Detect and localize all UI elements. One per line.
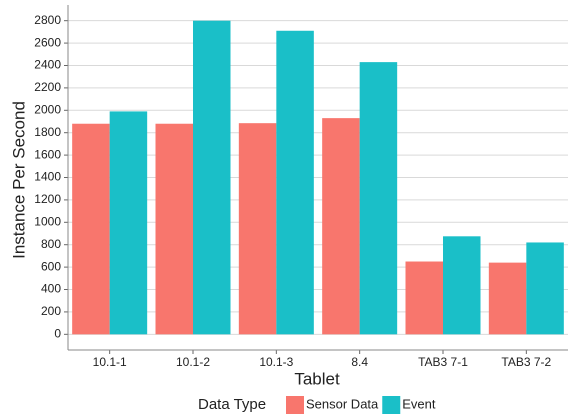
legend-swatch: [382, 396, 401, 414]
bar: [155, 123, 193, 335]
y-tick-label: 600: [41, 259, 61, 273]
y-axis-title: Instance Per Second: [9, 101, 28, 259]
bar: [109, 111, 148, 335]
bar: [238, 123, 277, 335]
y-tick-label: 200: [41, 304, 61, 318]
x-tick-label: 10.1-2: [176, 355, 210, 369]
y-tick-label: 800: [41, 237, 61, 251]
bar: [322, 118, 360, 335]
bar: [276, 30, 314, 335]
x-tick-label: 10.1-1: [93, 355, 127, 369]
y-tick-label: 400: [41, 282, 61, 296]
x-tick-label: 8.4: [351, 355, 368, 369]
x-axis-title: Tablet: [294, 369, 340, 388]
bar: [405, 261, 443, 335]
legend-label: Sensor Data: [306, 396, 379, 411]
y-tick-label: 2600: [34, 35, 61, 49]
bar: [72, 123, 110, 335]
x-tick-label: TAB3 7-1: [418, 355, 468, 369]
x-tick-label: TAB3 7-2: [501, 355, 551, 369]
legend-label: Event: [402, 396, 436, 411]
y-tick-label: 1000: [34, 214, 61, 228]
bar: [359, 62, 398, 335]
y-tick-label: 1600: [34, 147, 61, 161]
y-tick-label: 1400: [34, 170, 61, 184]
y-tick-label: 1800: [34, 125, 61, 139]
y-tick-label: 1200: [34, 192, 61, 206]
bar: [193, 20, 231, 335]
bar: [443, 236, 481, 335]
legend-title: Data Type: [198, 396, 266, 413]
y-tick-label: 0: [54, 326, 61, 340]
x-tick-label: 10.1-3: [259, 355, 293, 369]
y-tick-label: 2000: [34, 102, 61, 116]
bar: [488, 262, 527, 335]
y-tick-label: 2200: [34, 80, 61, 94]
bar: [526, 242, 564, 335]
y-tick-label: 2400: [34, 58, 61, 72]
legend-swatch: [286, 396, 304, 414]
y-tick-label: 2800: [34, 13, 61, 27]
